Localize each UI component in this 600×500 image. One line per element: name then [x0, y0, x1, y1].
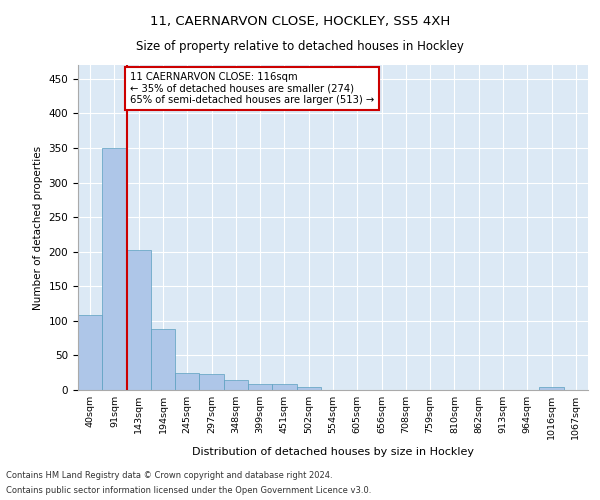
Bar: [296, 386, 321, 390]
Y-axis label: Number of detached properties: Number of detached properties: [33, 146, 43, 310]
Text: 11 CAERNARVON CLOSE: 116sqm
← 35% of detached houses are smaller (274)
65% of se: 11 CAERNARVON CLOSE: 116sqm ← 35% of det…: [130, 72, 374, 105]
Bar: [78, 316, 102, 390]
Bar: [224, 380, 248, 390]
Bar: [199, 374, 224, 390]
Bar: [272, 384, 296, 390]
Bar: [127, 250, 151, 390]
Bar: [151, 329, 175, 390]
Text: 11, CAERNARVON CLOSE, HOCKLEY, SS5 4XH: 11, CAERNARVON CLOSE, HOCKLEY, SS5 4XH: [150, 15, 450, 28]
Text: Contains HM Land Registry data © Crown copyright and database right 2024.: Contains HM Land Registry data © Crown c…: [6, 471, 332, 480]
Bar: [248, 384, 272, 390]
Text: Contains public sector information licensed under the Open Government Licence v3: Contains public sector information licen…: [6, 486, 371, 495]
Text: Size of property relative to detached houses in Hockley: Size of property relative to detached ho…: [136, 40, 464, 53]
Bar: [175, 372, 199, 390]
Bar: [102, 148, 127, 390]
Bar: [539, 386, 564, 390]
X-axis label: Distribution of detached houses by size in Hockley: Distribution of detached houses by size …: [192, 448, 474, 458]
